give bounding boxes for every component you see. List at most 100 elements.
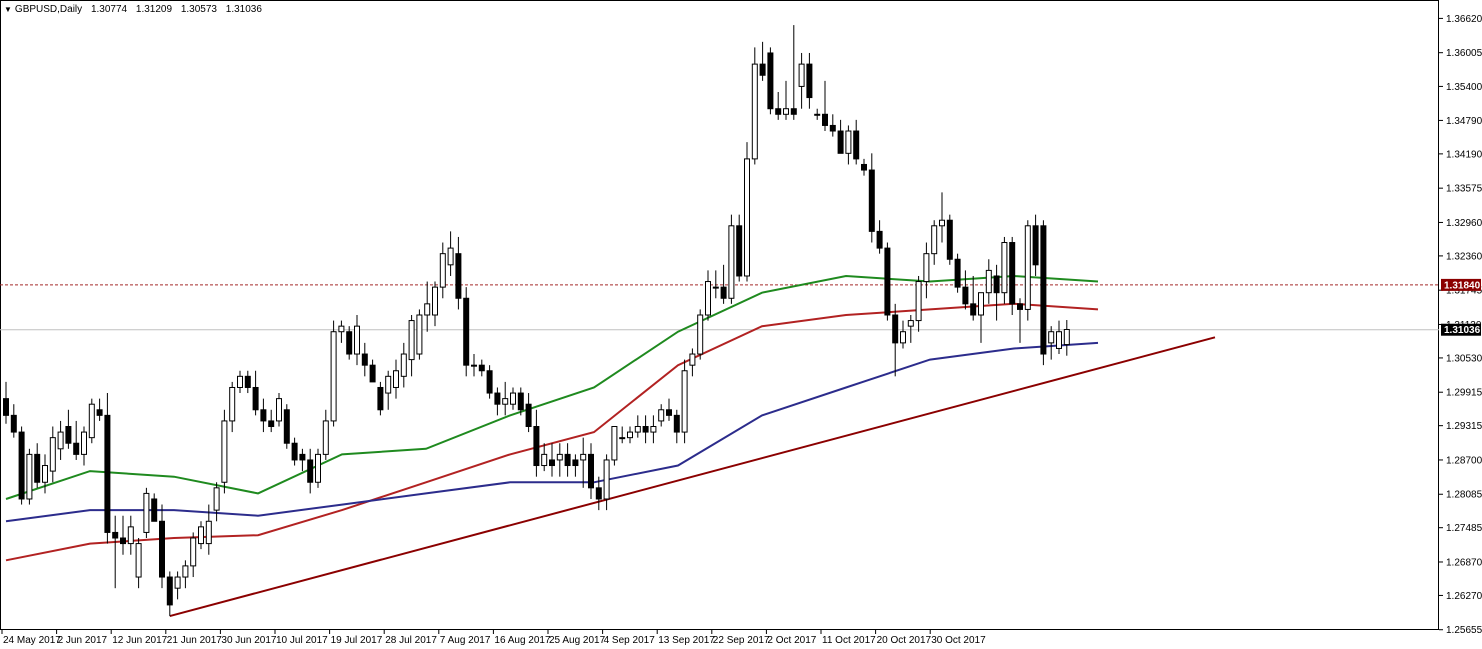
candle-bull — [221, 420, 228, 483]
candle-bull — [81, 431, 87, 455]
candle-bear — [112, 531, 119, 539]
candle-bear — [1017, 303, 1023, 310]
candle-bear — [954, 258, 961, 288]
x-tick-label: 30 Oct 2017 — [931, 635, 986, 646]
candle-bear — [790, 108, 797, 115]
moving-average-blue — [5, 341, 1099, 523]
collapse-triangle-icon[interactable]: ▼ — [4, 5, 12, 14]
candle-bear — [720, 286, 727, 299]
candle-bear — [829, 124, 836, 132]
open-value: 1.30774 — [90, 4, 128, 15]
candle-bull — [354, 325, 360, 355]
x-tick-label: 7 Aug 2017 — [440, 635, 491, 646]
candle-bear — [120, 537, 126, 545]
candle-bull — [229, 386, 236, 422]
candle-bear — [260, 409, 267, 422]
candle-bear — [673, 414, 680, 433]
candle-bear — [455, 253, 462, 299]
candle-bull — [978, 292, 984, 316]
candle-bear — [244, 375, 251, 388]
candle-bear — [377, 386, 384, 411]
candle-bull — [237, 375, 243, 388]
candle-bull — [198, 526, 204, 545]
y-tick-label: 1.35400 — [1446, 82, 1482, 93]
candle-bull — [728, 225, 735, 299]
candle-bear — [837, 130, 844, 154]
candle-bear — [34, 453, 41, 483]
moving-average-green — [5, 274, 1099, 500]
candle-bear — [775, 108, 782, 115]
candle-bull — [432, 286, 438, 316]
candle-bull — [385, 375, 392, 394]
candle-bear — [1040, 225, 1047, 355]
high-value: 1.31209 — [135, 4, 173, 15]
candle-bear — [18, 431, 25, 500]
y-tick-label: 1.31745 — [1446, 286, 1482, 297]
candle-bear — [361, 353, 368, 366]
y-tick-label: 1.26270 — [1446, 591, 1482, 602]
x-tick-label: 25 Aug 2017 — [549, 635, 606, 646]
moving-average-red — [5, 302, 1099, 562]
candle-bear — [993, 275, 1000, 294]
chart-header: ▼ GBPUSD,Daily 1.30774 1.31209 1.30573 1.… — [4, 4, 262, 15]
candle-bear — [1009, 242, 1016, 305]
candle-bull — [611, 426, 618, 461]
candle-bear — [494, 392, 501, 405]
candle-bull — [471, 364, 477, 367]
candle-bear — [868, 169, 875, 232]
close-value: 1.31036 — [225, 4, 262, 15]
candle-bull — [697, 314, 704, 355]
trendline — [169, 336, 1216, 618]
candle-bull — [276, 398, 282, 422]
current-price-label-bg — [1441, 323, 1481, 336]
candle-bear — [822, 113, 828, 126]
candle-bull — [783, 108, 789, 115]
y-tick-label: 1.32960 — [1446, 218, 1482, 229]
candle-bear — [572, 459, 579, 467]
x-tick-label: 13 Sep 2017 — [658, 635, 715, 646]
y-tick-label: 1.36620 — [1446, 14, 1482, 25]
candle-bull — [1048, 331, 1055, 344]
y-tick-label: 1.33575 — [1446, 184, 1482, 195]
candle-bull — [619, 437, 626, 440]
candle-bull — [1056, 331, 1062, 349]
candle-bull — [49, 437, 56, 472]
candle-bull — [1024, 225, 1031, 310]
candle-bear — [252, 386, 259, 411]
candle-bull — [541, 453, 548, 467]
candle-bull — [510, 392, 516, 405]
candle-bear — [486, 370, 493, 394]
y-tick-label: 1.25655 — [1446, 625, 1482, 636]
candle-bull — [658, 409, 665, 422]
candle-bear — [1032, 225, 1039, 266]
current-price-label: 1.31036 — [1444, 325, 1481, 336]
candle-bull — [315, 453, 321, 483]
candle-bear — [96, 409, 103, 416]
y-tick-label: 1.34190 — [1446, 149, 1482, 160]
x-tick-label: 2 Jun 2017 — [58, 635, 108, 646]
candle-bear — [10, 414, 17, 433]
y-tick-label: 1.36005 — [1446, 48, 1482, 59]
candle-bull — [627, 431, 633, 439]
x-tick-label: 16 Aug 2017 — [494, 635, 551, 646]
candle-bull — [416, 314, 423, 355]
x-tick-label: 12 Jun 2017 — [112, 635, 167, 646]
candle-bull — [845, 130, 852, 154]
candle-bear — [369, 364, 376, 383]
candle-bull — [88, 403, 95, 439]
candle-bear — [549, 459, 555, 467]
x-tick-label: 4 Sep 2017 — [604, 635, 656, 646]
candle-bear — [307, 459, 314, 483]
candle-bear — [73, 442, 80, 455]
candle-bear — [892, 314, 899, 344]
symbol-label: GBPUSD,Daily — [14, 4, 83, 15]
candle-bear — [268, 420, 275, 428]
candle-bull — [744, 158, 750, 277]
candle-bear — [3, 398, 9, 416]
plot-area[interactable] — [0, 0, 1439, 630]
candle-bear — [166, 576, 173, 606]
x-tick-label: 10 Jul 2017 — [276, 635, 328, 646]
x-tick-label: 2 Oct 2017 — [767, 635, 816, 646]
candle-bear — [159, 520, 165, 578]
